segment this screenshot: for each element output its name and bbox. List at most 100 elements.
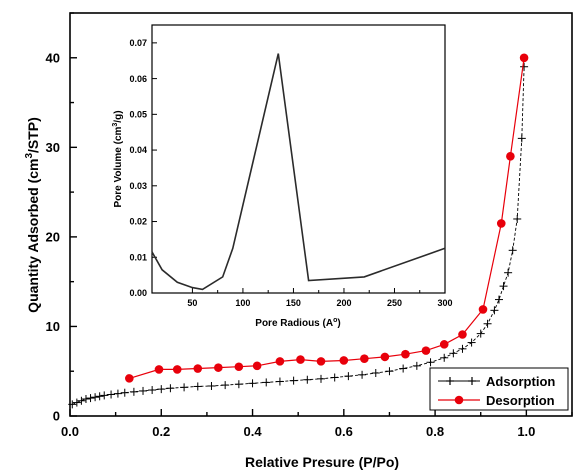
x-tick-label: 150	[286, 298, 301, 308]
adsorption-point	[399, 364, 408, 373]
series-desorption	[125, 53, 529, 383]
main-axis-ticks: 0.0 0.2 0.4 0.6 0.8 1.0 0 10 20 30 40	[46, 12, 573, 439]
desorption-point	[316, 357, 326, 366]
adsorption-point	[166, 384, 175, 393]
desorption-point	[506, 151, 515, 161]
desorption-point	[125, 374, 134, 383]
desorption-point	[214, 363, 223, 372]
y-tick-label: 10	[46, 319, 60, 334]
adsorption-point	[330, 373, 339, 382]
adsorption-point	[275, 377, 284, 386]
desorption-point	[458, 330, 467, 339]
chart-legend: Adsorption Desorption	[429, 367, 569, 411]
desorption-point	[339, 356, 349, 365]
main-plot-frame	[69, 12, 573, 417]
adsorption-point	[95, 392, 104, 401]
legend-box	[429, 367, 569, 411]
inset-y-axis-label: Pore Volume (cm3/g)	[112, 110, 124, 207]
adsorption-point	[68, 400, 77, 409]
adsorption-point	[476, 329, 485, 338]
desorption-point	[154, 365, 164, 374]
desorption-point	[296, 355, 305, 364]
adsorption-point	[499, 282, 508, 291]
y-tick-label: 0.07	[129, 38, 147, 48]
adsorption-point	[458, 344, 467, 353]
legend-entry-desorption: Desorption	[438, 393, 555, 408]
desorption-point	[252, 361, 262, 371]
y-tick-label: 0	[53, 409, 60, 424]
adsorption-point	[520, 62, 529, 71]
adsorption-point	[449, 349, 458, 358]
desorption-point	[496, 219, 506, 228]
inset-series-layer	[151, 53, 446, 291]
inset-x-label-part-1: Pore Radious (A	[255, 318, 333, 329]
adsorption-point	[358, 370, 367, 379]
y-tick-label: 0.04	[129, 145, 147, 155]
adsorption-point	[494, 295, 503, 304]
desorption-point	[421, 346, 431, 355]
x-tick-label: 50	[187, 298, 197, 308]
inset-y-label-part-1: Pore Volume (cm	[113, 126, 124, 207]
adsorption-point	[467, 338, 476, 347]
y-tick-label: 0.00	[129, 288, 147, 298]
main-y-label-part-2: /STP)	[25, 117, 41, 153]
desorption-point	[234, 362, 244, 372]
main-y-label-superscript: 3	[24, 153, 35, 159]
x-tick-label: 0.4	[244, 424, 263, 439]
legend-desorption-label: Desorption	[486, 393, 555, 408]
adsorption-point	[148, 386, 157, 395]
adsorption-point	[513, 214, 522, 223]
x-tick-label: 0.2	[152, 424, 170, 439]
x-tick-label: 100	[235, 298, 250, 308]
adsorption-point	[262, 378, 271, 387]
adsorption-point	[193, 382, 202, 391]
y-tick-label: 0.06	[129, 74, 147, 84]
adsorption-point	[100, 391, 109, 400]
adsorption-point	[86, 394, 95, 403]
main-series-layer	[68, 53, 529, 409]
inset-y-label-superscript: 3	[112, 123, 119, 127]
adsorption-point	[490, 306, 499, 315]
adsorption-point	[289, 376, 298, 385]
main-y-label-part-1: Quantity Adsorbed (cm	[25, 159, 41, 313]
desorption-point	[172, 365, 182, 374]
adsorption-point	[221, 381, 230, 390]
adsorption-point	[426, 358, 435, 367]
adsorption-point	[344, 372, 353, 381]
x-tick-label: 1.0	[517, 424, 535, 439]
desorption-point	[360, 354, 369, 363]
adsorption-point	[504, 268, 513, 277]
adsorption-point	[234, 380, 243, 389]
x-tick-label: 250	[387, 298, 402, 308]
desorption-point	[478, 305, 488, 314]
adsorption-point	[517, 134, 526, 143]
series-adsorption	[68, 62, 529, 409]
desorption-point	[380, 352, 390, 362]
adsorption-point	[508, 246, 517, 255]
inset-y-label-part-2: /g)	[113, 110, 124, 122]
x-tick-label: 0.6	[335, 424, 353, 439]
adsorption-point	[157, 385, 166, 394]
inset-axis-ticks: 50 100 150 200 250 300 0.00 0.01 0.02 0.03 0.04 0.0…	[129, 38, 452, 308]
inset-x-label-part-2: )	[337, 318, 340, 329]
adsorption-point	[483, 319, 492, 328]
y-tick-label: 0.02	[129, 217, 147, 227]
adsorption-point	[120, 388, 129, 397]
adsorption-point	[129, 387, 138, 396]
legend-entry-adsorption: Adsorption	[438, 374, 555, 389]
y-tick-label: 40	[46, 50, 60, 65]
desorption-point	[193, 364, 203, 373]
x-tick-label: 200	[336, 298, 351, 308]
y-tick-label: 0.03	[129, 181, 147, 191]
adsorption-point	[107, 390, 116, 399]
x-tick-label: 0.8	[426, 424, 444, 439]
adsorption-point	[412, 361, 421, 370]
desorption-point	[401, 349, 410, 359]
inset-x-axis-label: Pore Radious (Ao)	[255, 317, 340, 329]
adsorption-point	[180, 383, 189, 392]
adsorption-point	[248, 379, 257, 388]
x-tick-label: 0.0	[61, 424, 79, 439]
legend-adsorption-label: Adsorption	[486, 374, 555, 389]
